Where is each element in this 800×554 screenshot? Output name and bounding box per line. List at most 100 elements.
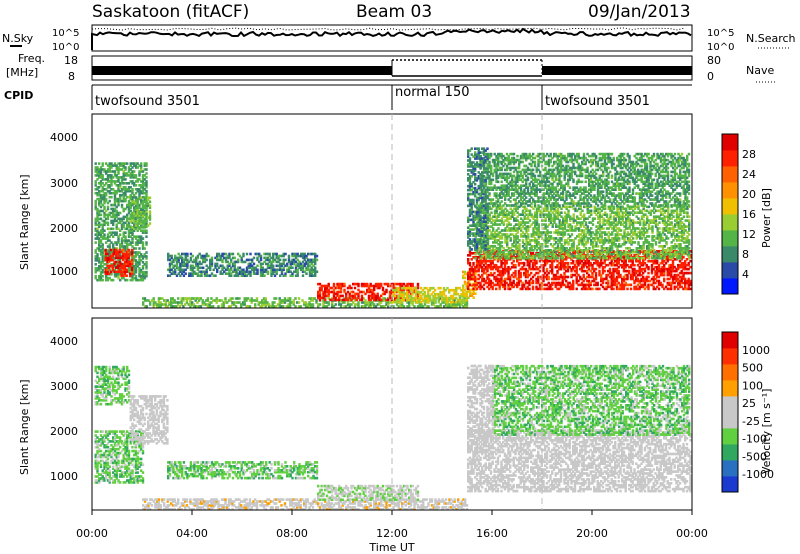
power-cells-cell-4783 [530,213,533,216]
power-cells-cell-4280 [689,259,692,263]
power-cells-cell-2730 [441,296,444,300]
power-cells-cell-48 [96,227,99,231]
power-cells-cell-1307 [182,262,186,266]
power-cells-cell-1577 [259,264,263,268]
power-cells-cell-3284 [533,273,536,277]
power-cells-cell-4864 [539,213,542,216]
power-cells-cell-237 [105,182,108,185]
power-cells-cell-2079 [324,301,327,304]
power-cells-cell-3503 [568,281,571,285]
power-cells-cell-1701 [291,254,294,258]
power-cells-cell-2607 [393,294,397,298]
power-cells-cell-1044 [113,250,116,254]
power-cells-cell-3686 [598,263,601,267]
power-cells-cell-1576 [259,266,263,270]
power-cells-cell-3492 [566,281,570,285]
power-cells-cell-1928 [219,299,222,302]
power-cells-cell-4277 [689,279,692,283]
power-cells-cell-4628 [513,235,516,238]
power-cells-cell-352 [112,245,115,248]
power-cells-cell-954 [143,209,146,213]
power-cells-cell-4498 [497,223,500,226]
power-cells-cell-4927 [546,215,549,218]
power-cells-cell-616 [126,203,129,207]
power-cells-cell-3084 [500,263,503,267]
power-cells-cell-3868 [626,287,629,291]
power-cells-cell-146 [99,166,103,169]
power-cells-cell-4052 [656,285,659,289]
power-cells-cell-3421 [556,277,559,281]
power-cells-cell-1866 [178,301,182,304]
power-cells-cell-2729 [441,298,444,302]
power-cells-cell-3603 [584,254,587,257]
power-cells-cell-3779 [612,256,615,259]
power-cells-cell-3043 [495,279,498,283]
power-cells-cell-3986 [643,258,647,261]
power-cells-cell-1400 [207,254,210,258]
power-cells-cell-3801 [615,261,619,265]
power-cells-cell-2379 [338,290,341,294]
power-cells-cell-1348 [193,260,196,264]
power-cells-cell-604 [126,245,129,248]
power-cells-cell-1210 [143,204,146,207]
power-cells-cell-3345 [544,275,547,279]
power-cells-cell-1567 [256,256,259,260]
power-cells-cell-1810 [143,299,147,302]
power-cells-cell-1053 [115,248,118,252]
power-cells-cell-4754 [527,233,530,236]
power-cells-cell-1614 [270,274,273,277]
power-cells-cell-257 [106,235,110,238]
power-cells-cell-4790 [532,235,535,238]
power-cells-cell-3921 [635,277,638,281]
power-cells-cell-3157 [512,285,515,289]
power-cells-cell-1989 [262,301,266,304]
power-cells-cell-1350 [195,272,198,275]
power-cells-cell-4915 [546,254,549,258]
power-cells-cell-3159 [512,279,515,283]
power-cells-cell-4944 [548,213,551,216]
power-cells-cell-3051 [496,283,500,287]
power-cells-cell-3380 [549,263,552,267]
power-cells-cell-3673 [596,283,599,287]
power-cells-cell-4694 [520,217,523,220]
power-cells-cell-2308 [465,305,469,308]
power-cells-cell-3775 [612,267,615,271]
power-cells-cell-2062 [310,297,313,300]
power-cells-cell-1942 [229,299,232,302]
power-cells-cell-1074 [120,262,123,266]
power-cells-cell-3131 [507,265,510,269]
power-cells-cell-4858 [539,245,542,248]
power-cells-cell-2004 [271,301,274,304]
power-cells-cell-964 [143,168,146,171]
power-cells-cell-3054 [496,277,500,281]
power-cells-cell-1980 [257,303,260,306]
power-cells-cell-2819 [467,290,470,293]
power-cells-cell-696 [131,274,134,278]
power-cells-cell-3865 [624,259,627,263]
power-cells-cell-4491 [497,247,500,250]
power-cells-cell-2019 [282,305,285,308]
power-cells-cell-743 [133,265,136,268]
power-cells-cell-91 [98,211,101,215]
power-cells-cell-1523 [244,274,247,277]
power-cells-cell-2182 [390,301,393,304]
power-cells-cell-4854 [539,252,542,256]
power-cells-cell-814 [136,241,139,244]
power-cells-cell-1580 [259,256,263,260]
power-cells-cell-4810 [534,223,537,226]
power-cells-cell-4241 [684,285,687,289]
power-cells-cell-1984 [261,305,264,308]
power-cells-cell-1842 [164,301,168,304]
power-cells-cell-1059 [116,250,120,254]
power-cells-cell-4444 [492,241,495,244]
power-cells-cell-1777 [310,272,313,275]
power-cells-cell-1127 [130,260,134,264]
power-cells-cell-3782 [614,283,617,287]
power-cells-cell-4753 [527,235,530,238]
power-cells-cell-2309 [465,303,469,306]
power-cells-cell-2517 [390,290,393,294]
power-cells-cell-686 [129,186,132,189]
power-cells-cell-1586 [261,266,264,270]
power-cells-cell-2566 [406,288,409,292]
power-cells-cell-1048 [115,260,118,264]
